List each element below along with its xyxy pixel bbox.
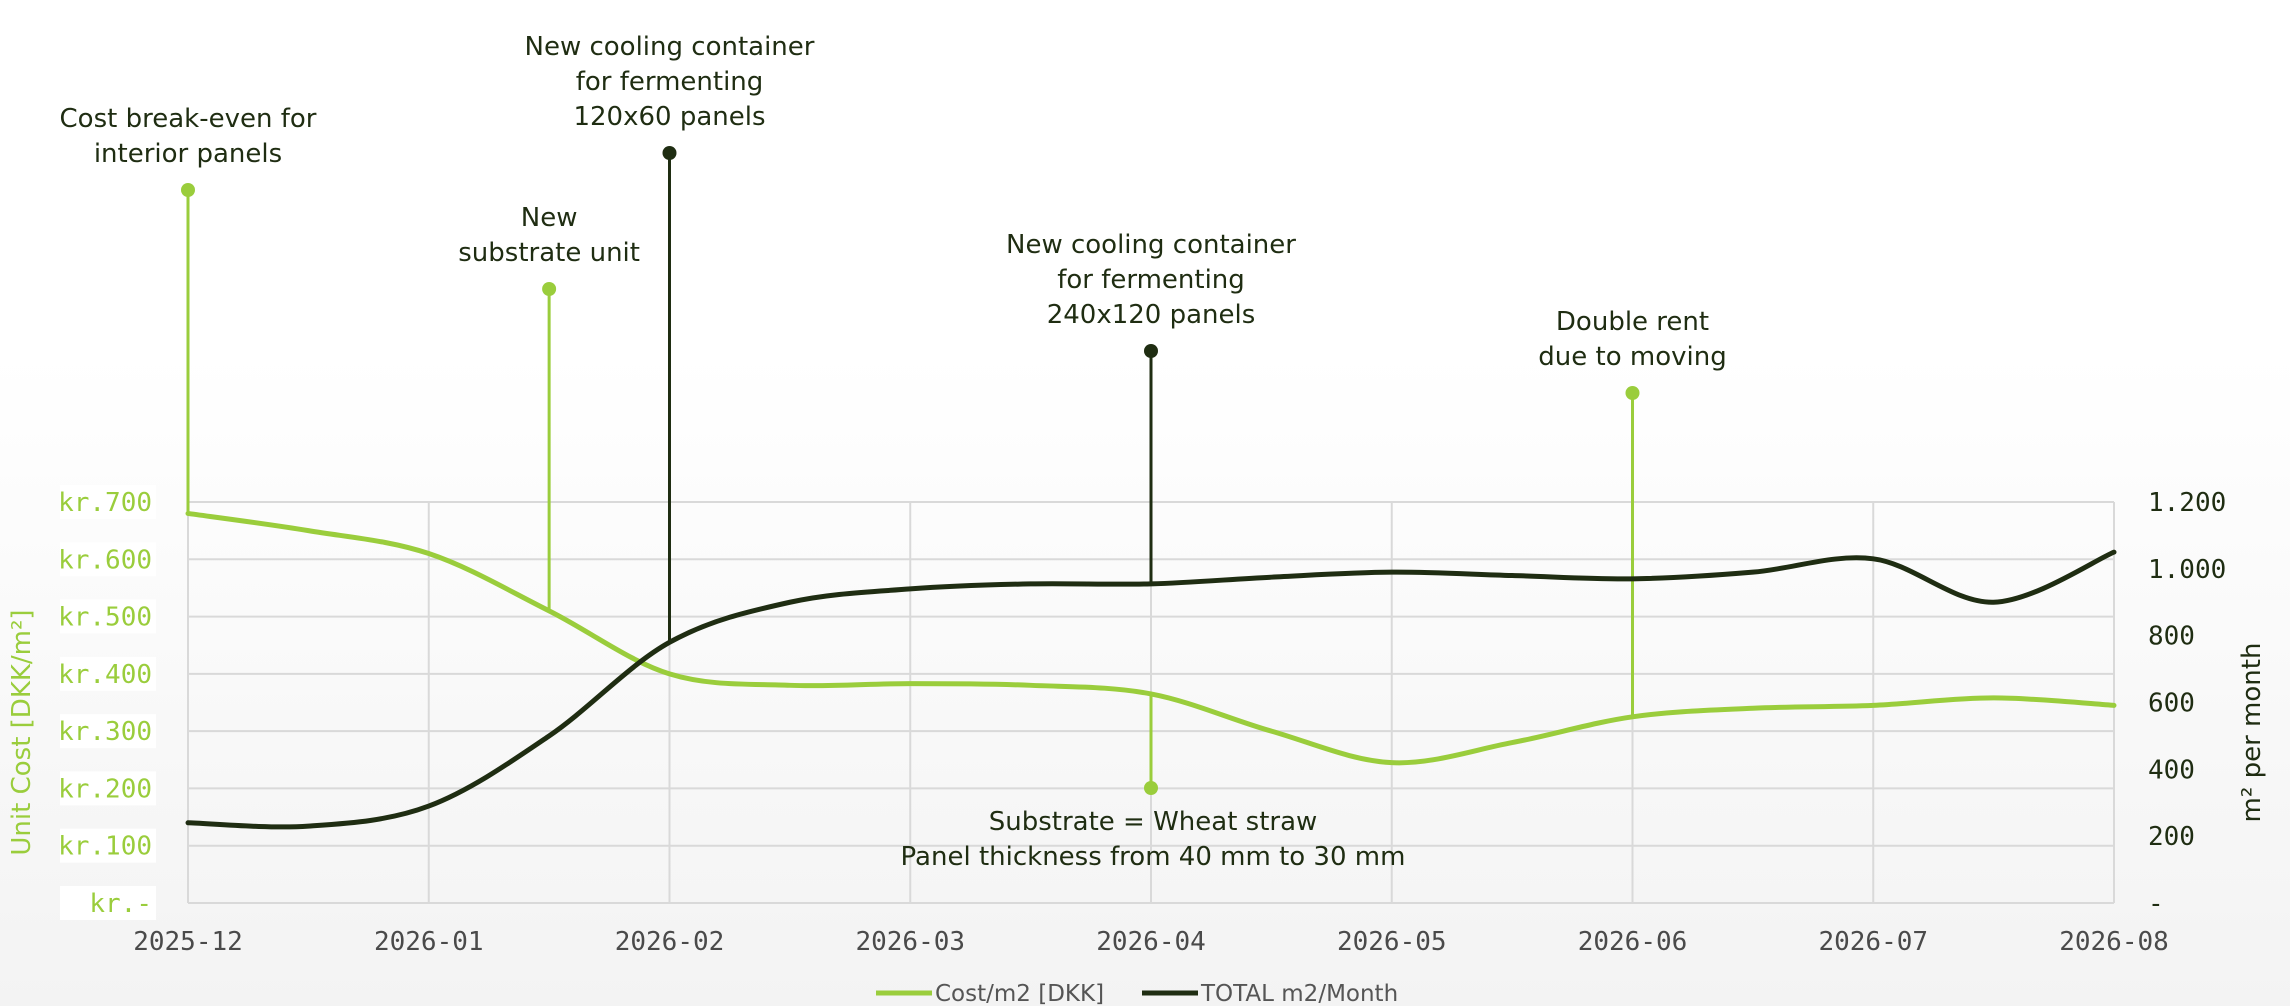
annotation-dot	[542, 282, 557, 296]
x-tick-label: 2026-08	[2059, 927, 2169, 957]
left-tick-label: kr.300	[58, 717, 152, 747]
annotation-dot	[662, 146, 677, 160]
left-tick-bg	[60, 485, 156, 519]
right-tick-label: 200	[2148, 822, 2195, 852]
annotation-text: Substrate = Wheat straw	[989, 807, 1318, 837]
annotation-text: due to moving	[1538, 342, 1726, 372]
annotation-dot	[1144, 344, 1158, 358]
left-tick-label: kr.400	[58, 660, 152, 690]
annotation-text: for fermenting	[576, 67, 764, 97]
left-tick-bg	[60, 771, 156, 806]
annotation-text: Panel thickness from 40 mm to 30 mm	[901, 842, 1406, 872]
x-tick-label: 2026-01	[374, 927, 484, 957]
left-tick-bg	[60, 714, 156, 749]
x-tick-label: 2025-12	[133, 927, 243, 957]
annotation-text: New cooling container	[525, 32, 815, 62]
series-line-1	[185, 549, 2117, 830]
annotation-dot	[181, 183, 195, 197]
annotation-dot	[1144, 781, 1158, 795]
right-axis-title: m² per month	[2237, 643, 2267, 823]
left-tick-bg	[60, 656, 156, 691]
left-tick-label: kr.500	[58, 603, 152, 633]
right-tick-label: 1.200	[2148, 488, 2226, 518]
left-tick-label: kr.700	[58, 488, 152, 518]
x-tick-label: 2026-04	[1096, 927, 1206, 957]
left-tick-bg	[60, 886, 156, 920]
legend-label: Cost/m2 [DKK]	[935, 981, 1104, 1006]
series-line-0	[185, 510, 2117, 766]
annotation-text: for fermenting	[1057, 265, 1245, 295]
left-tick-label: kr.-	[89, 889, 152, 919]
annotation-text: interior panels	[94, 139, 282, 169]
left-tick-label: kr.600	[58, 545, 152, 575]
annotation-text: Double rent	[1556, 307, 1709, 337]
legend-label: TOTAL m2/Month	[1200, 981, 1398, 1006]
annotation-text: substrate unit	[458, 238, 640, 268]
left-tick-bg	[60, 599, 156, 634]
x-tick-label: 2026-03	[855, 927, 965, 957]
right-tick-label: 600	[2148, 689, 2195, 719]
left-tick-label: kr.100	[58, 832, 152, 862]
left-tick-label: kr.200	[58, 774, 152, 804]
annotation-dot	[1625, 386, 1640, 400]
annotation-text: 120x60 panels	[573, 102, 765, 132]
left-tick-bg	[60, 828, 156, 863]
right-tick-label: 800	[2148, 622, 2195, 652]
right-tick-label: -	[2148, 889, 2164, 919]
annotation-text: New	[521, 203, 578, 233]
annotation-text: New cooling container	[1006, 230, 1296, 260]
x-tick-label: 2026-06	[1578, 927, 1688, 957]
right-tick-label: 400	[2148, 755, 2195, 785]
left-tick-bg	[60, 542, 156, 577]
x-tick-label: 2026-05	[1337, 927, 1447, 957]
right-tick-label: 1.000	[2148, 555, 2226, 585]
annotation-text: 240x120 panels	[1047, 300, 1256, 330]
x-tick-label: 2026-02	[615, 927, 725, 957]
left-axis-title: Unit Cost [DKK/m²]	[7, 609, 37, 855]
annotation-text: Cost break-even for	[60, 104, 317, 134]
x-tick-label: 2026-07	[1818, 927, 1928, 957]
